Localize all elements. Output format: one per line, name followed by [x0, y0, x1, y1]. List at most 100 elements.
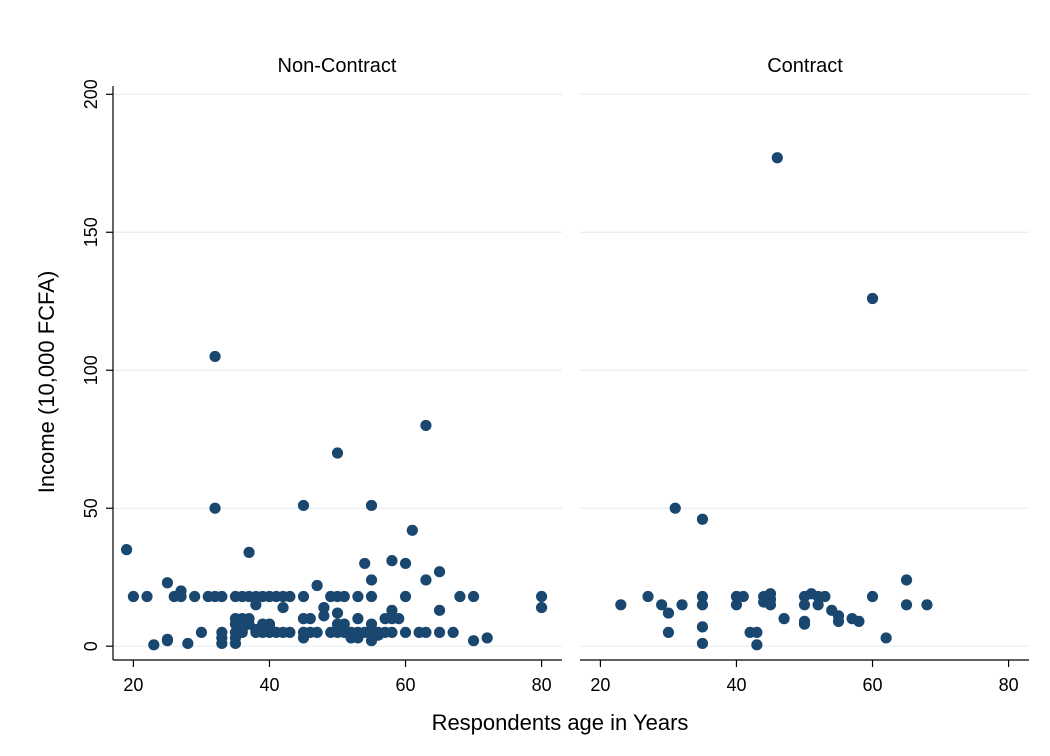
data-point [406, 524, 418, 536]
data-point [386, 604, 398, 616]
data-point [535, 601, 548, 614]
data-point [318, 610, 330, 622]
data-point [696, 590, 709, 603]
data-point [481, 632, 493, 644]
x-tick-label: 20 [590, 675, 610, 695]
y-tick-label: 100 [81, 355, 101, 385]
data-point [284, 626, 296, 639]
data-point [277, 601, 289, 614]
tick-labels: 0 50 100 150 200 20 40 60 80 20 40 60 80 [81, 79, 1019, 695]
data-point [433, 566, 446, 578]
data-point [338, 618, 350, 630]
data-point [189, 590, 201, 603]
data-point [195, 626, 208, 639]
y-tick-label: 150 [81, 217, 101, 247]
data-points [121, 152, 933, 651]
data-point [669, 502, 681, 514]
data-point [365, 499, 378, 512]
panel-title-non-contract: Non-Contract [278, 55, 397, 77]
data-point [121, 544, 133, 556]
data-point [900, 599, 913, 611]
data-point [420, 626, 432, 639]
data-point [798, 599, 811, 611]
y-tick-label: 0 [81, 641, 101, 651]
x-tick-label: 40 [259, 675, 279, 695]
data-point [798, 618, 811, 630]
data-point [812, 599, 824, 611]
data-point [662, 607, 675, 619]
x-tick-label: 60 [863, 675, 883, 695]
data-point [467, 590, 480, 603]
data-point [216, 637, 228, 650]
data-point [420, 419, 432, 432]
data-point [880, 632, 892, 644]
data-point [393, 613, 405, 625]
x-tick-label: 40 [726, 675, 746, 695]
data-point [365, 590, 378, 603]
data-point [311, 626, 323, 639]
y-tick-label: 200 [81, 79, 101, 109]
data-point [229, 637, 242, 650]
data-point [182, 637, 194, 650]
data-point [304, 613, 316, 625]
data-point [751, 639, 763, 651]
data-point [161, 577, 174, 589]
data-point [771, 152, 783, 164]
data-point [662, 626, 675, 639]
data-point [175, 590, 187, 603]
data-point [764, 599, 777, 611]
data-point [853, 615, 865, 627]
axes [106, 86, 1029, 667]
data-point [730, 599, 743, 611]
data-point [331, 607, 344, 619]
y-axis-title: Income (10,000 FCFA) [34, 271, 59, 494]
data-point [399, 590, 412, 603]
data-point [297, 590, 310, 603]
x-tick-label: 20 [123, 675, 143, 695]
data-point [352, 590, 364, 603]
data-point [161, 633, 174, 645]
data-point [696, 637, 709, 650]
data-point [751, 626, 763, 639]
data-point [866, 590, 879, 603]
data-point [656, 599, 668, 611]
x-tick-label: 80 [532, 675, 552, 695]
data-point [386, 555, 398, 567]
data-point [399, 557, 412, 570]
data-point [433, 626, 446, 639]
data-point [386, 626, 398, 639]
data-point [676, 599, 688, 611]
x-tick-label: 60 [396, 675, 416, 695]
data-point [127, 590, 140, 603]
x-tick-label: 80 [999, 675, 1019, 695]
data-point [352, 613, 364, 625]
data-point [447, 626, 459, 639]
data-point [209, 502, 221, 514]
data-point [365, 618, 378, 630]
data-point [216, 590, 228, 603]
data-point [420, 574, 432, 586]
y-tick-label: 50 [81, 498, 101, 518]
data-point [243, 546, 255, 558]
data-point [148, 639, 160, 651]
data-point [454, 590, 466, 603]
data-point [819, 590, 831, 603]
data-point [433, 604, 446, 616]
data-point [243, 613, 255, 625]
data-point [250, 599, 262, 611]
data-point [696, 513, 709, 525]
data-point [535, 590, 548, 603]
data-point [311, 579, 323, 592]
data-point [832, 615, 845, 627]
data-point [141, 590, 153, 603]
data-point [297, 499, 310, 512]
data-point [399, 626, 412, 639]
panel-title-contract: Contract [767, 55, 843, 77]
data-point [331, 447, 344, 459]
data-point [921, 599, 933, 611]
data-point [365, 574, 378, 586]
grid-lines [113, 93, 1029, 647]
x-axis-title: Respondents age in Years [432, 710, 689, 735]
